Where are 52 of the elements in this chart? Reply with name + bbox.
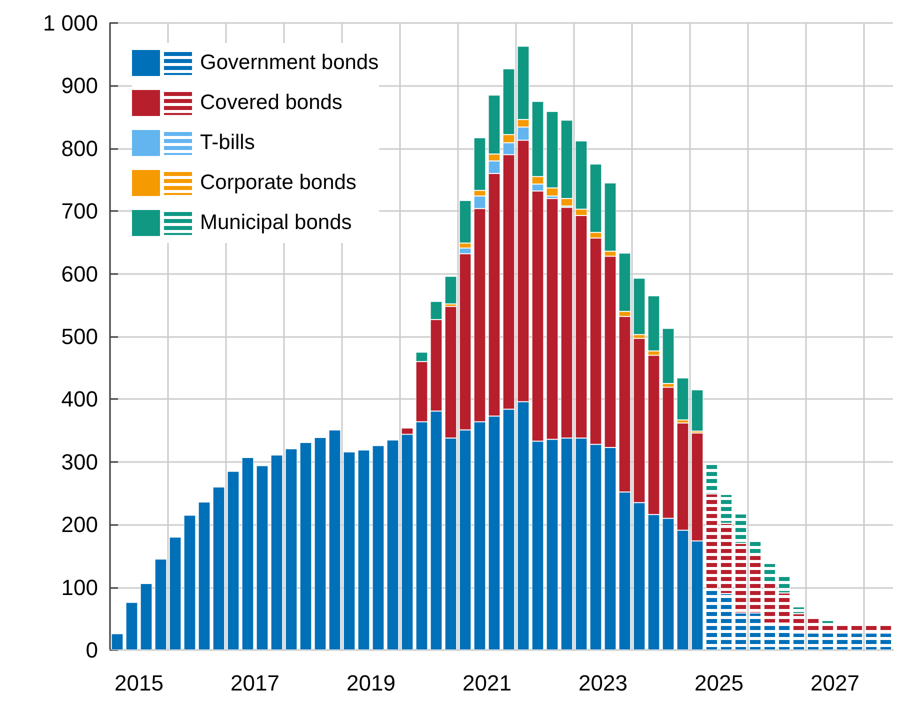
bar bbox=[343, 452, 356, 650]
y-tick-label: 800 bbox=[61, 136, 98, 161]
bar bbox=[126, 602, 138, 650]
y-tick-label: 400 bbox=[61, 386, 98, 412]
y-tick-label: 700 bbox=[61, 198, 98, 224]
y-tick-label: 100 bbox=[61, 574, 98, 600]
bar bbox=[184, 515, 196, 650]
y-tick-label: 200 bbox=[61, 512, 98, 538]
legend-item: Government bonds bbox=[132, 43, 379, 83]
bar bbox=[212, 486, 225, 650]
bar bbox=[328, 430, 341, 650]
y-tick-label: 0 bbox=[86, 638, 98, 662]
bar bbox=[444, 276, 457, 304]
legend-label: T-bills bbox=[200, 131, 255, 155]
legend-label: Municipal bonds bbox=[200, 211, 352, 235]
bar bbox=[358, 450, 370, 650]
x-tick-label: 2021 bbox=[462, 670, 512, 696]
y-tick-label: 500 bbox=[61, 324, 98, 349]
legend-label: Corporate bonds bbox=[200, 171, 356, 195]
legend-label: Government bonds bbox=[200, 51, 379, 75]
legend-item: T-bills bbox=[132, 123, 379, 163]
x-tick-label: 2023 bbox=[578, 670, 628, 696]
bar bbox=[169, 537, 182, 650]
y-tick-label: 1 000 bbox=[42, 10, 98, 36]
y-tick-label: 900 bbox=[61, 73, 98, 98]
x-tick-label: 2015 bbox=[114, 670, 164, 696]
bar bbox=[227, 471, 240, 650]
bar bbox=[285, 448, 298, 650]
bar bbox=[154, 559, 167, 650]
x-tick-label: 2017 bbox=[230, 670, 280, 696]
bar bbox=[300, 442, 312, 650]
bar bbox=[242, 458, 254, 650]
bar bbox=[633, 278, 646, 335]
x-tick-label: 2025 bbox=[694, 670, 744, 696]
bar bbox=[662, 328, 674, 384]
bar bbox=[314, 437, 326, 650]
bar bbox=[372, 446, 384, 650]
bar bbox=[111, 634, 124, 650]
y-tick-label: 300 bbox=[61, 449, 98, 474]
legend-item: Covered bonds bbox=[132, 83, 379, 123]
legend-label: Covered bonds bbox=[200, 91, 342, 115]
bar bbox=[386, 440, 399, 650]
y-tick-label: 600 bbox=[61, 261, 98, 286]
legend-item: Municipal bonds bbox=[132, 203, 379, 243]
bar bbox=[256, 466, 268, 650]
x-tick-label: 2027 bbox=[810, 670, 860, 696]
legend-item: Corporate bonds bbox=[132, 163, 379, 203]
bar bbox=[270, 455, 283, 650]
bar bbox=[676, 378, 689, 420]
bar bbox=[198, 502, 210, 650]
x-tick-label: 2019 bbox=[346, 670, 396, 696]
bar bbox=[140, 584, 152, 650]
